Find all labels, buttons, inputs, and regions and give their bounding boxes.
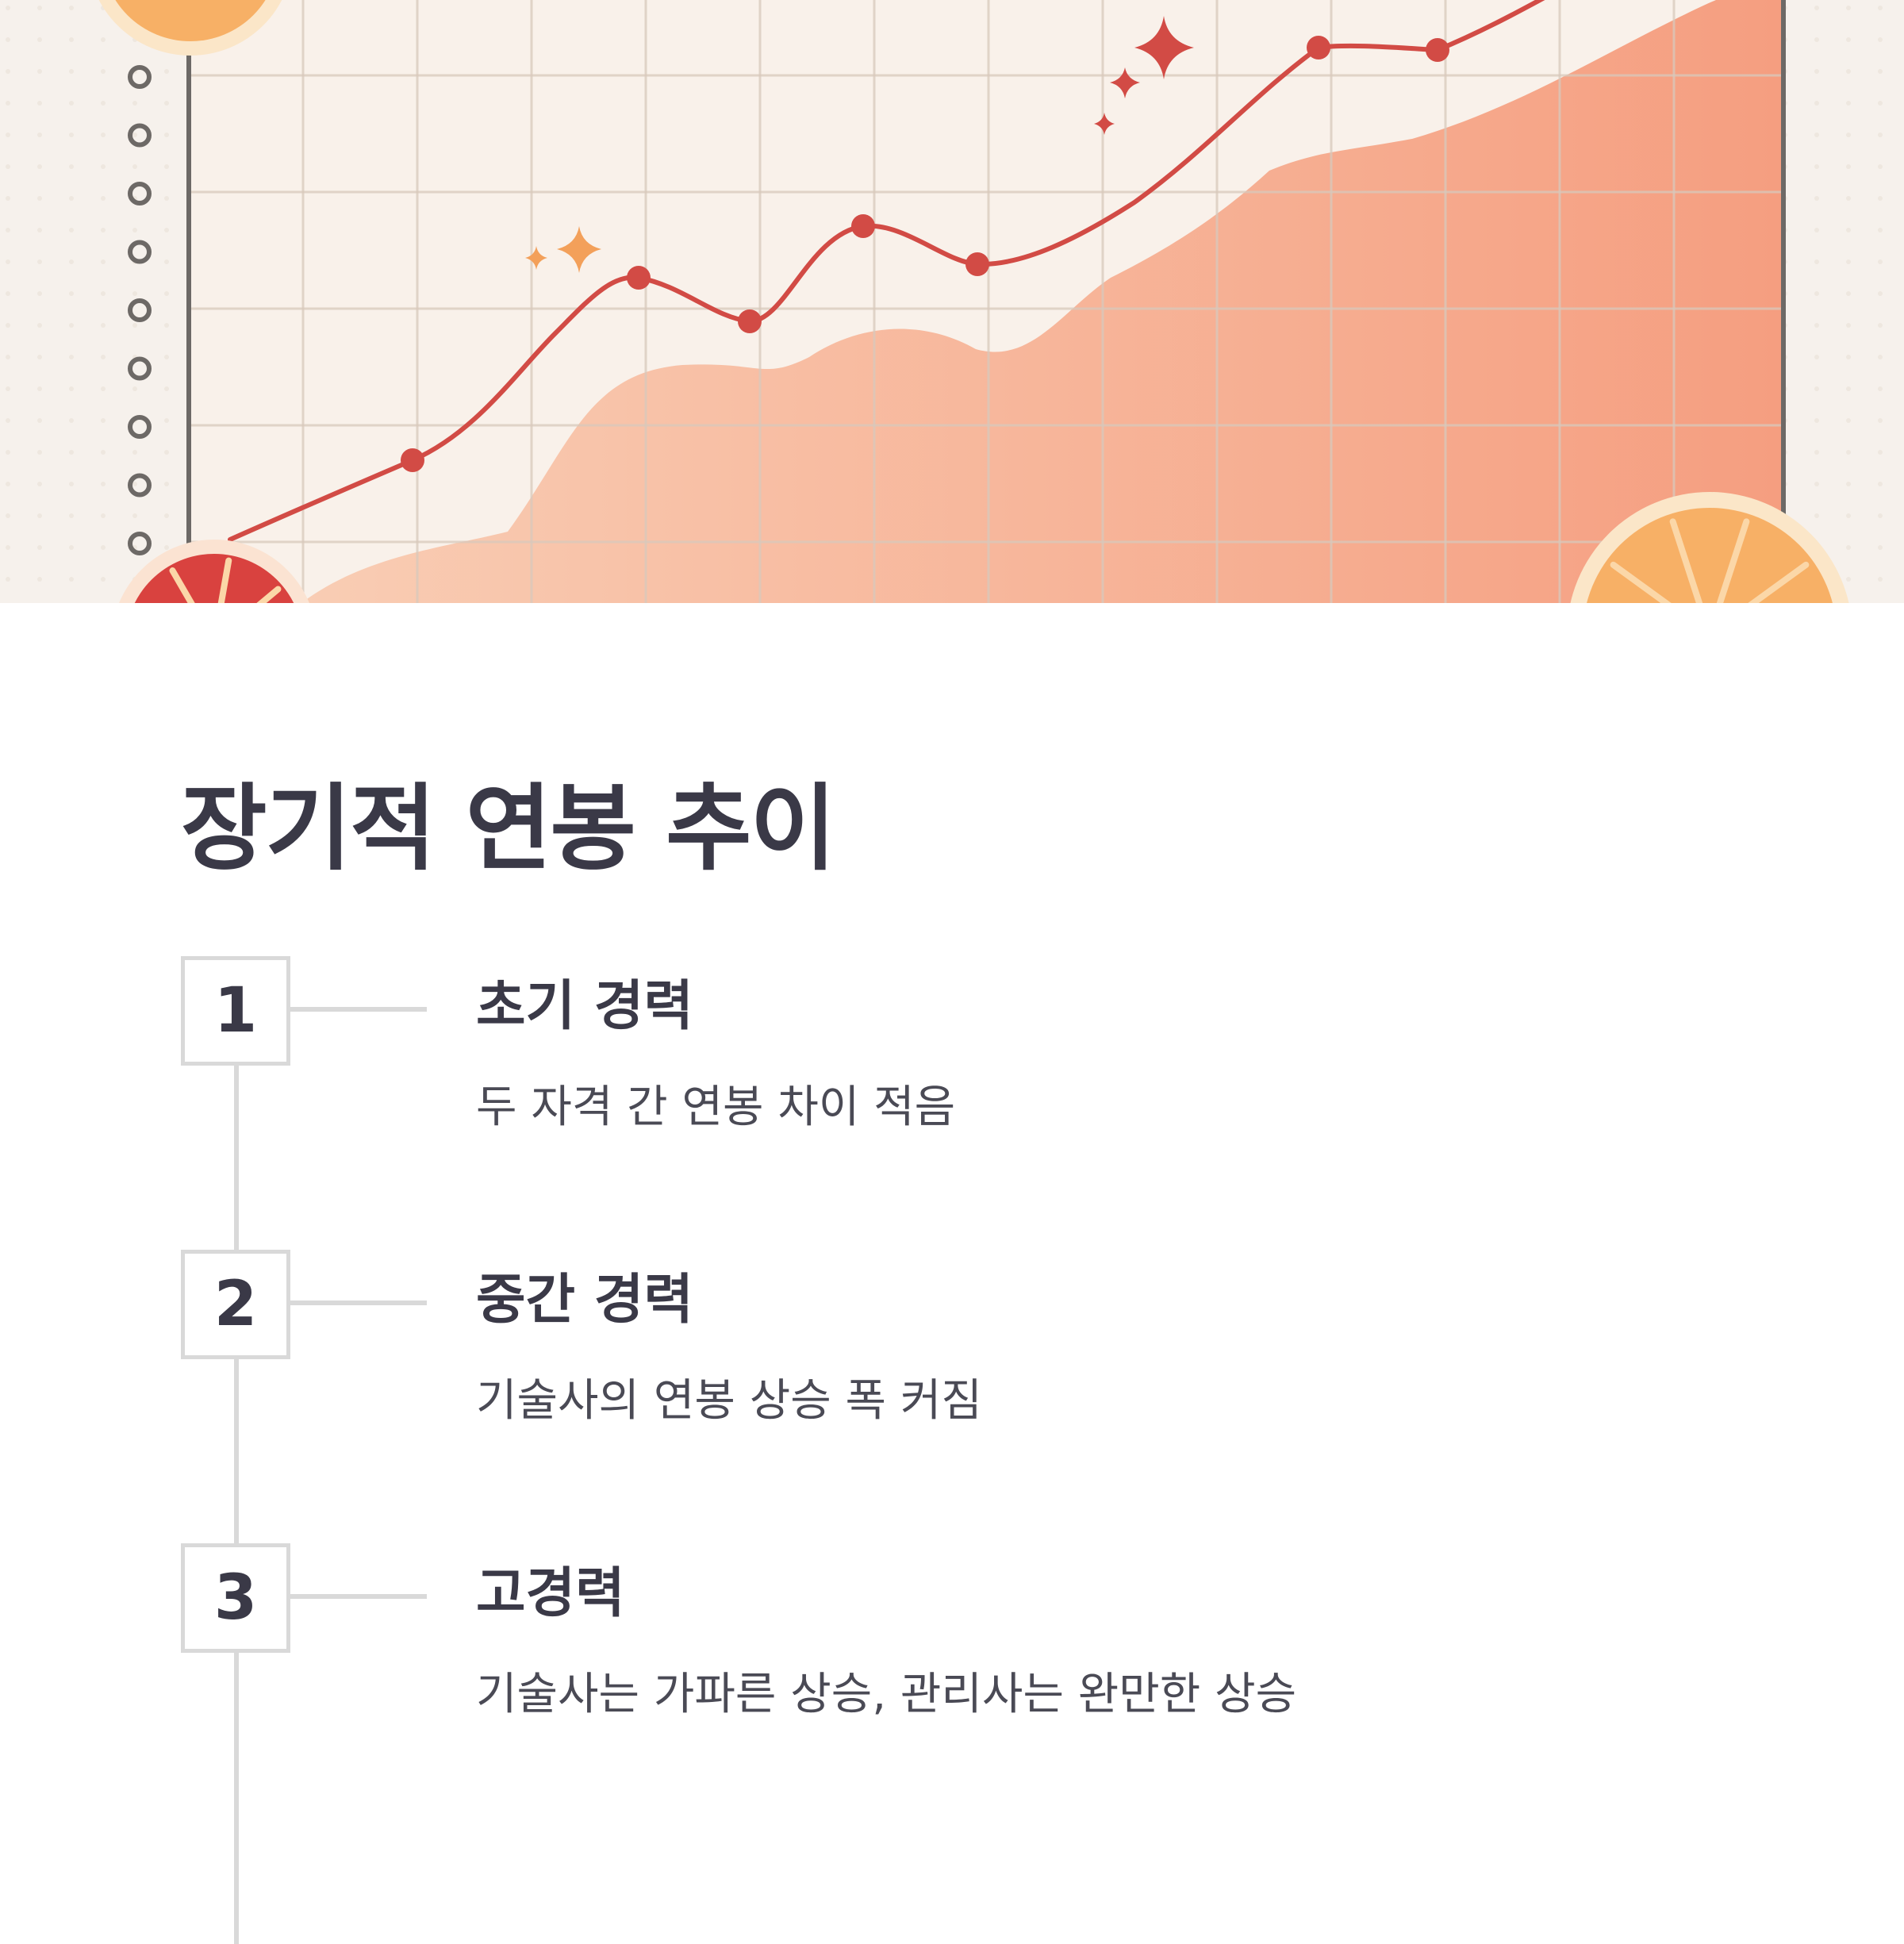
step-connector (287, 1594, 427, 1599)
step-title: 초기 경력 (476, 975, 693, 1038)
trend-point (965, 252, 989, 276)
ring (128, 65, 152, 89)
trend-point (1307, 36, 1330, 60)
step-description: 두 자격 간 연봉 차이 적음 (476, 1081, 956, 1133)
step-connector (287, 1300, 427, 1305)
ring (128, 415, 152, 439)
step-number: 3 (213, 1562, 258, 1634)
fruit-segment (1748, 561, 1810, 603)
ring (128, 123, 152, 148)
fruit-segment (1716, 518, 1750, 603)
step-number: 2 (213, 1269, 258, 1340)
step-number-box: 3 (181, 1543, 290, 1653)
fruit-segment (1610, 561, 1672, 603)
step-number-box: 1 (181, 956, 290, 1066)
trend-point (627, 266, 651, 290)
trend-point (851, 214, 875, 238)
ring (128, 532, 152, 555)
fruit-segment (169, 567, 195, 603)
step-connector (287, 1007, 427, 1012)
step-description: 기술사는 가파른 상승, 관리사는 완만한 상승 (476, 1669, 1297, 1720)
step-description: 기술사의 연봉 상승 폭 커짐 (476, 1375, 982, 1427)
trend-point (401, 448, 424, 472)
hero-illustration (0, 0, 1904, 603)
fruit-segment (217, 557, 232, 603)
graph-grid (187, 0, 1785, 603)
step-number: 1 (213, 975, 258, 1047)
spiral-binding-icon (128, 65, 152, 555)
ring (128, 240, 152, 264)
salary-trend-section: 장기적 연봉 추이 1 초기 경력 두 자격 간 연봉 차이 적음 2 중간 경… (0, 603, 1904, 1944)
step-number-box: 2 (181, 1250, 290, 1359)
fruit-segment (256, 586, 282, 603)
sparkle-icon (1094, 16, 1194, 135)
trend-point (738, 309, 762, 333)
area-fill (301, 0, 1785, 603)
orange-slice-icon (1570, 492, 1849, 603)
timeline-rail (234, 1063, 239, 1944)
ring (128, 182, 152, 206)
chart-illustration (0, 0, 1904, 603)
page-title: 장기적 연봉 추이 (181, 774, 836, 883)
fruit-segment (1669, 518, 1703, 603)
ring (128, 298, 152, 322)
step-title: 고경력 (476, 1562, 625, 1625)
trend-points (401, 36, 1449, 472)
trend-point (1426, 38, 1449, 62)
sparkle-icon (525, 226, 601, 273)
ring (128, 473, 152, 498)
orange-slice-icon (98, 0, 282, 56)
step-title: 중간 경력 (476, 1269, 693, 1331)
ring (128, 356, 152, 381)
grapefruit-slice-icon (119, 540, 309, 603)
